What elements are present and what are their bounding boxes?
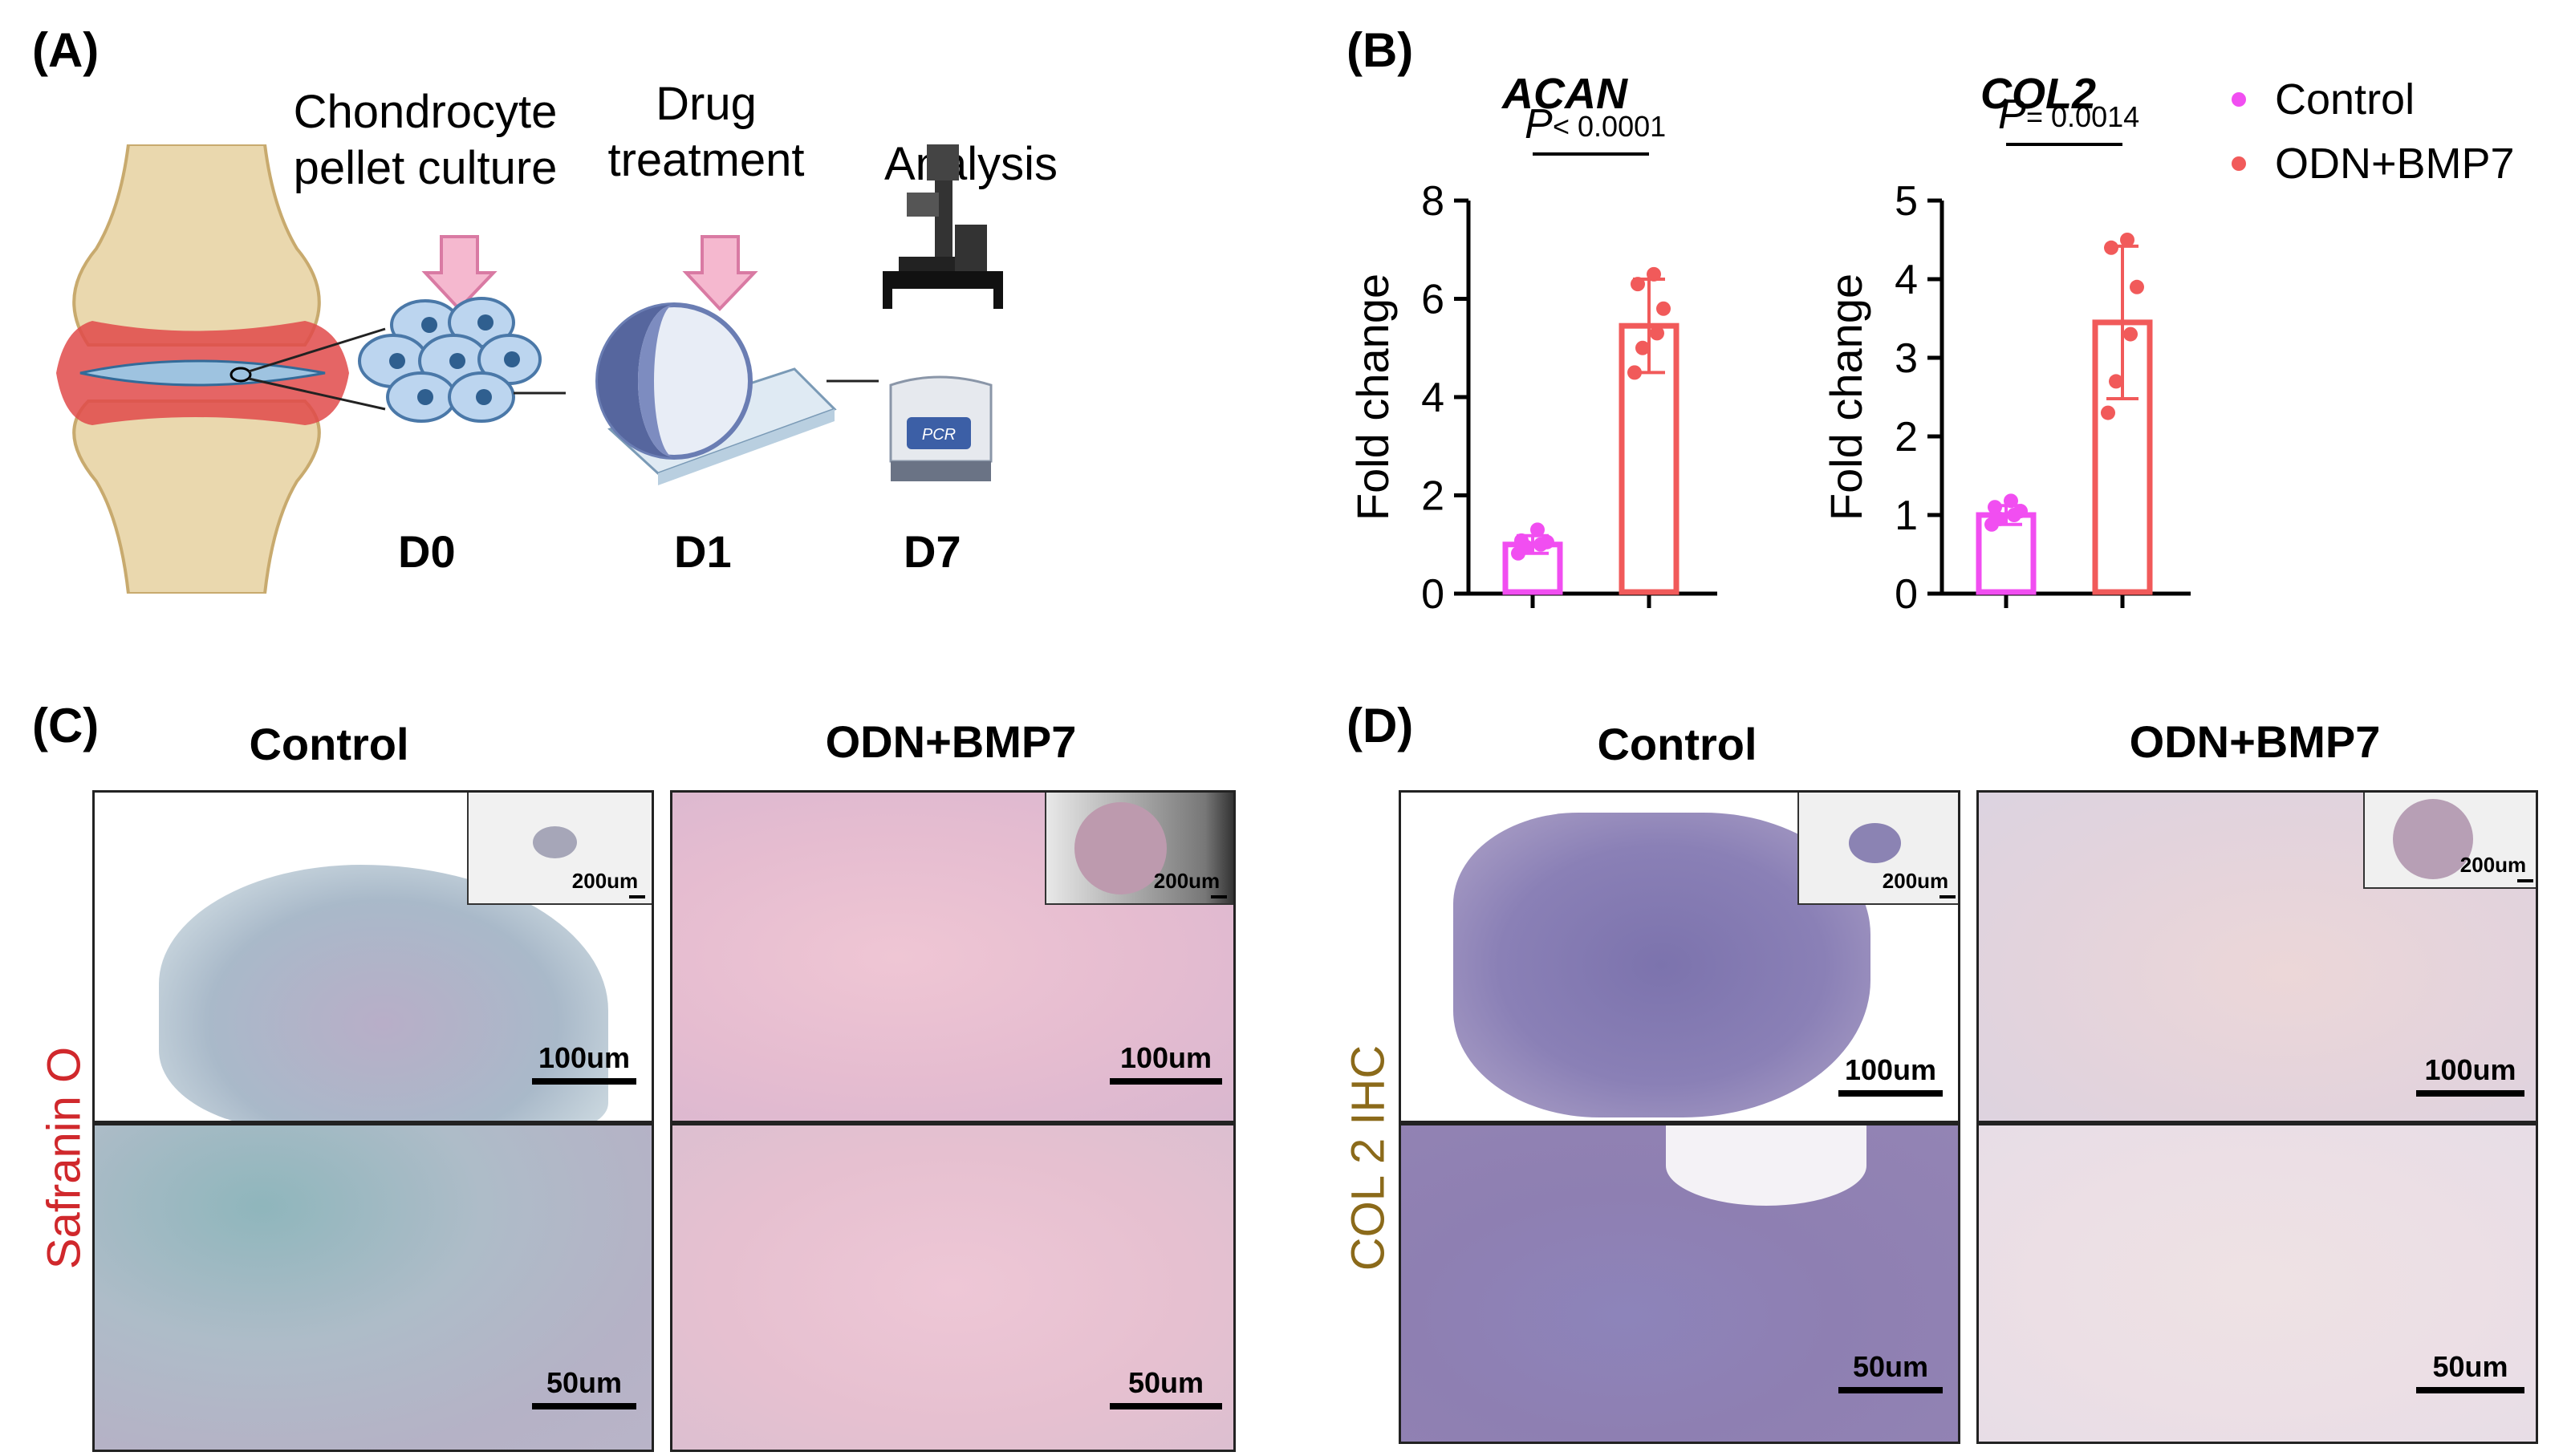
inset-overview: 200um bbox=[1045, 793, 1233, 905]
panel-label-a: (A) bbox=[32, 23, 100, 77]
data-point bbox=[1627, 365, 1642, 380]
scale-bar-100um: 100um bbox=[1838, 1053, 1943, 1097]
panel-label-d: (D) bbox=[1346, 699, 1414, 752]
y-tick-label: 3 bbox=[1895, 335, 1918, 382]
legend-label: Control bbox=[2275, 75, 2415, 124]
schematic-illustration: PCR bbox=[56, 144, 1003, 594]
panel-d-treatment-header: ODN+BMP7 bbox=[2129, 716, 2381, 767]
panel-c-control-header: Control bbox=[249, 719, 409, 769]
y-tick-label: 8 bbox=[1421, 178, 1444, 225]
data-point bbox=[2123, 326, 2138, 342]
panel-d-control-header: Control bbox=[1597, 719, 1757, 769]
data-point bbox=[1514, 533, 1529, 548]
knee-joint-icon bbox=[56, 144, 386, 594]
data-point bbox=[2130, 279, 2144, 294]
arrow-down-icon bbox=[421, 235, 758, 311]
inset-overview: 200um bbox=[467, 793, 652, 905]
p-value-symbol: P bbox=[1998, 91, 2026, 138]
data-point bbox=[1540, 534, 1554, 550]
scale-bar-100um: 100um bbox=[532, 1041, 636, 1085]
micrograph-d-treatment-low: 200um 100um bbox=[1976, 790, 2538, 1123]
micrograph-d-control-high: 50um bbox=[1399, 1123, 1960, 1444]
scale-bar-50um: 50um bbox=[1838, 1350, 1943, 1393]
bar-charts: ACAN 0 2 4 6 8 Fold change P < 0.0001 COL2 0 1 2 3 4 5… bbox=[1347, 70, 2515, 618]
inset-overview: 200um bbox=[2363, 793, 2536, 889]
step-drug-treatment: Drug treatment bbox=[607, 78, 805, 186]
data-point bbox=[1988, 500, 2002, 515]
col2-ihc-stain-label: COL 2 IHC bbox=[1342, 1044, 1395, 1271]
data-point bbox=[2109, 374, 2123, 389]
data-point bbox=[2104, 240, 2118, 255]
day-label-d0: D0 bbox=[398, 526, 456, 577]
y-tick-label: 1 bbox=[1895, 493, 1918, 539]
inset-scale-bar: 200um bbox=[565, 869, 645, 898]
scale-bar-50um: 50um bbox=[2416, 1350, 2524, 1393]
scale-bar-50um: 50um bbox=[532, 1366, 636, 1409]
micrograph-c-treatment-high: 50um bbox=[670, 1123, 1236, 1452]
y-tick-label: 0 bbox=[1421, 571, 1444, 618]
inset-overview: 200um bbox=[1797, 793, 1958, 905]
micrograph-d-treatment-high: 50um bbox=[1976, 1123, 2538, 1444]
y-axis-label: Fold change bbox=[1821, 274, 1871, 521]
inset-scale-bar: 200um bbox=[1147, 869, 1227, 898]
data-point bbox=[1530, 522, 1545, 537]
data-point bbox=[2013, 504, 2028, 519]
step-pellet-culture: Chondrocyte pellet culture bbox=[293, 86, 558, 194]
data-point bbox=[1647, 266, 1661, 282]
micrograph-d-control-low: 200um 100um bbox=[1399, 790, 1960, 1123]
inset-scale-bar: 200um bbox=[1875, 869, 1956, 898]
y-tick-label: 4 bbox=[1421, 375, 1444, 421]
safranin-stain-label: Safranin O bbox=[38, 1046, 91, 1270]
panel-label-c: (C) bbox=[32, 699, 100, 752]
day-label-d1: D1 bbox=[674, 526, 732, 577]
micrograph-c-treatment-low: 200um 100um bbox=[670, 790, 1236, 1123]
y-tick-label: 6 bbox=[1421, 277, 1444, 323]
data-point bbox=[1992, 511, 2007, 526]
y-axis-label: Fold change bbox=[1347, 274, 1398, 521]
day-label-d7: D7 bbox=[904, 526, 961, 577]
y-tick-label: 5 bbox=[1895, 178, 1918, 225]
panel-label-b: (B) bbox=[1346, 23, 1414, 77]
pcr-label: PCR bbox=[922, 426, 956, 444]
legend-marker bbox=[2232, 92, 2246, 107]
step-analysis: Analysis bbox=[884, 138, 1058, 190]
data-point bbox=[1635, 340, 1650, 355]
pcr-machine-icon: PCR bbox=[889, 375, 993, 481]
y-tick-label: 0 bbox=[1895, 571, 1918, 618]
data-point bbox=[1656, 301, 1671, 316]
micrograph-c-control-high: 50um bbox=[92, 1123, 654, 1452]
y-tick-label: 4 bbox=[1895, 257, 1918, 303]
pellet-sphere-icon bbox=[595, 302, 753, 460]
scale-bar-50um: 50um bbox=[1110, 1366, 1222, 1409]
legend-label: ODN+BMP7 bbox=[2275, 140, 2515, 188]
tissue-section bbox=[159, 865, 608, 1121]
data-point bbox=[1631, 277, 1645, 292]
y-tick-label: 2 bbox=[1895, 414, 1918, 460]
inset-scale-bar: 200um bbox=[2453, 853, 2533, 882]
y-tick-label: 2 bbox=[1421, 473, 1444, 520]
p-value-symbol: P bbox=[1525, 101, 1553, 148]
p-value-text: = 0.0014 bbox=[2026, 100, 2139, 133]
legend-marker bbox=[2232, 156, 2246, 171]
chart-title: ACAN bbox=[1501, 70, 1628, 118]
scale-bar-100um: 100um bbox=[2416, 1053, 2524, 1097]
microscope-icon bbox=[883, 144, 1003, 309]
data-point bbox=[1650, 326, 1664, 341]
data-point bbox=[2120, 233, 2134, 247]
chart-title: COL2 bbox=[1980, 70, 2096, 118]
data-point bbox=[2004, 493, 2018, 509]
p-value-text: < 0.0001 bbox=[1553, 110, 1666, 143]
panel-c-treatment-header: ODN+BMP7 bbox=[825, 716, 1077, 767]
micrograph-c-control-low: 200um 100um bbox=[92, 790, 654, 1123]
scale-bar-100um: 100um bbox=[1110, 1041, 1222, 1085]
data-point bbox=[2101, 405, 2115, 420]
